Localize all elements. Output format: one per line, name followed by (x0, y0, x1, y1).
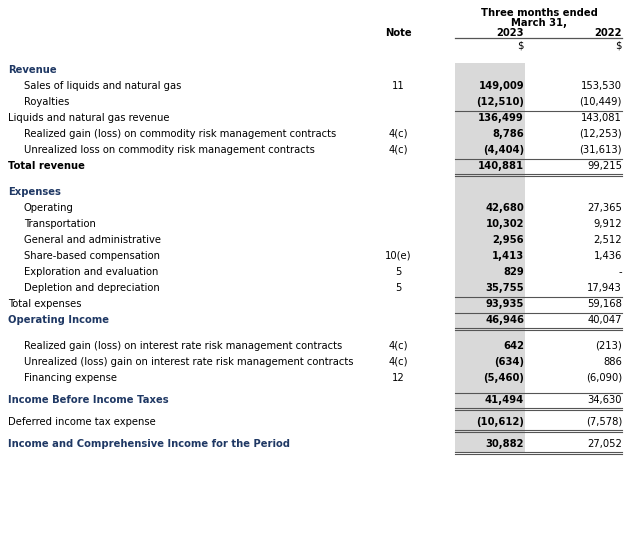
Text: 2022: 2022 (595, 28, 622, 38)
Text: 829: 829 (503, 267, 524, 277)
Text: -: - (618, 267, 622, 277)
Text: (213): (213) (595, 341, 622, 351)
Text: Operating Income: Operating Income (8, 315, 109, 325)
Text: 1,413: 1,413 (492, 251, 524, 261)
Text: Three months ended: Three months ended (481, 8, 597, 18)
Text: 42,680: 42,680 (485, 203, 524, 213)
Text: 143,081: 143,081 (581, 113, 622, 123)
Text: Note: Note (385, 28, 412, 38)
Text: (5,460): (5,460) (483, 373, 524, 383)
Text: $: $ (616, 40, 622, 50)
Text: Realized gain (loss) on commodity risk management contracts: Realized gain (loss) on commodity risk m… (24, 129, 336, 139)
Text: 27,365: 27,365 (587, 203, 622, 213)
Text: (6,090): (6,090) (586, 373, 622, 383)
Text: 4(c): 4(c) (388, 357, 408, 367)
Text: 153,530: 153,530 (581, 81, 622, 91)
Text: 41,494: 41,494 (484, 395, 524, 405)
Text: 12: 12 (392, 373, 404, 383)
Text: 46,946: 46,946 (485, 315, 524, 325)
Text: 8,786: 8,786 (492, 129, 524, 139)
Text: (7,578): (7,578) (586, 417, 622, 427)
Text: (31,613): (31,613) (579, 145, 622, 155)
Text: Sales of liquids and natural gas: Sales of liquids and natural gas (24, 81, 181, 91)
Text: Total expenses: Total expenses (8, 299, 81, 309)
Text: Unrealized loss on commodity risk management contracts: Unrealized loss on commodity risk manage… (24, 145, 315, 155)
Text: 1,436: 1,436 (594, 251, 622, 261)
Text: Income and Comprehensive Income for the Period: Income and Comprehensive Income for the … (8, 439, 290, 449)
Text: (10,449): (10,449) (580, 97, 622, 107)
Text: Royalties: Royalties (24, 97, 69, 107)
Text: 5: 5 (395, 283, 401, 293)
Text: Share-based compensation: Share-based compensation (24, 251, 160, 261)
Text: 4(c): 4(c) (388, 145, 408, 155)
Bar (455, 175, 525, 185)
Text: Exploration and evaluation: Exploration and evaluation (24, 267, 158, 277)
Text: Realized gain (loss) on interest rate risk management contracts: Realized gain (loss) on interest rate ri… (24, 341, 342, 351)
Text: Liquids and natural gas revenue: Liquids and natural gas revenue (8, 113, 170, 123)
Text: Financing expense: Financing expense (24, 373, 117, 383)
Text: 136,499: 136,499 (478, 113, 524, 123)
Text: $: $ (518, 40, 524, 50)
Text: Expenses: Expenses (8, 187, 61, 197)
Bar (455, 63, 525, 79)
Bar (455, 329, 525, 339)
Text: (4,404): (4,404) (483, 145, 524, 155)
Text: Revenue: Revenue (8, 65, 56, 75)
Bar (455, 409, 525, 415)
Text: General and administrative: General and administrative (24, 235, 161, 245)
Text: Total revenue: Total revenue (8, 161, 85, 171)
Text: 642: 642 (503, 341, 524, 351)
Text: 34,630: 34,630 (588, 395, 622, 405)
Bar (455, 431, 525, 437)
Text: 27,052: 27,052 (587, 439, 622, 449)
Text: 4(c): 4(c) (388, 341, 408, 351)
Text: 11: 11 (392, 81, 404, 91)
Text: 4(c): 4(c) (388, 129, 408, 139)
Text: 93,935: 93,935 (486, 299, 524, 309)
Bar (455, 63, 525, 453)
Text: 5: 5 (395, 267, 401, 277)
Text: 40,047: 40,047 (588, 315, 622, 325)
Text: 35,755: 35,755 (485, 283, 524, 293)
Text: Depletion and depreciation: Depletion and depreciation (24, 283, 160, 293)
Text: Deferred income tax expense: Deferred income tax expense (8, 417, 156, 427)
Text: Transportation: Transportation (24, 219, 96, 229)
Text: 2,956: 2,956 (492, 235, 524, 245)
Text: 59,168: 59,168 (587, 299, 622, 309)
Text: 886: 886 (603, 357, 622, 367)
Text: 9,912: 9,912 (593, 219, 622, 229)
Text: (634): (634) (494, 357, 524, 367)
Text: Operating: Operating (24, 203, 74, 213)
Text: Income Before Income Taxes: Income Before Income Taxes (8, 395, 168, 405)
Text: 17,943: 17,943 (588, 283, 622, 293)
Text: 30,882: 30,882 (486, 439, 524, 449)
Text: (12,510): (12,510) (476, 97, 524, 107)
Text: Unrealized (loss) gain on interest rate risk management contracts: Unrealized (loss) gain on interest rate … (24, 357, 353, 367)
Text: 10(e): 10(e) (385, 251, 412, 261)
Text: (12,253): (12,253) (579, 129, 622, 139)
Bar (455, 387, 525, 393)
Text: (10,612): (10,612) (476, 417, 524, 427)
Text: 2,512: 2,512 (593, 235, 622, 245)
Text: 99,215: 99,215 (587, 161, 622, 171)
Text: 10,302: 10,302 (486, 219, 524, 229)
Text: 149,009: 149,009 (478, 81, 524, 91)
Text: 2023: 2023 (497, 28, 524, 38)
Text: March 31,: March 31, (511, 18, 567, 28)
Bar (455, 185, 525, 201)
Text: 140,881: 140,881 (478, 161, 524, 171)
